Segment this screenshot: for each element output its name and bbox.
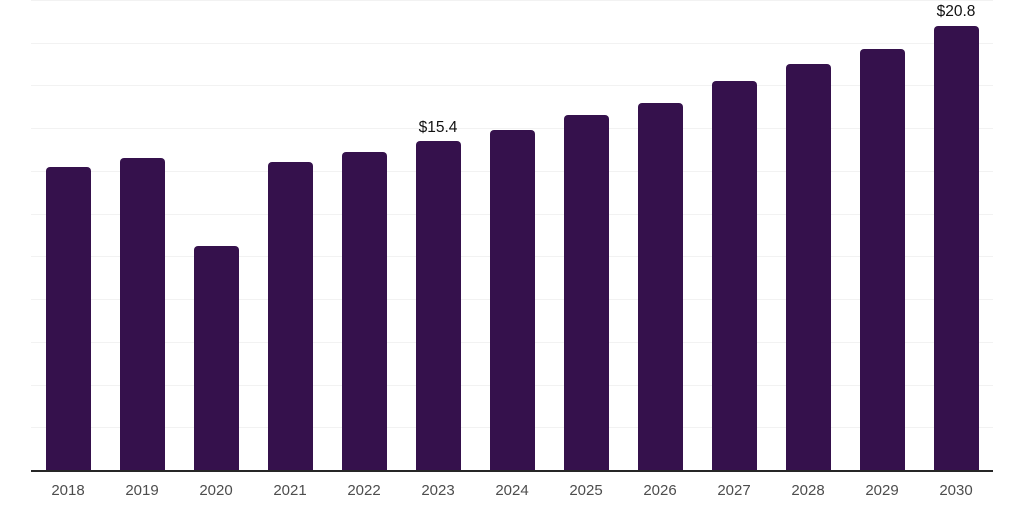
plot-area: $15.4 $20.8	[31, 0, 993, 472]
x-axis-label: 2022	[347, 482, 381, 499]
bar	[341, 151, 387, 470]
x-axis-label: 2018	[51, 482, 85, 499]
bar-value-label: $15.4	[418, 118, 458, 136]
x-axis-label: 2030	[939, 482, 973, 499]
bar-slot	[179, 0, 253, 470]
bar-slot	[105, 0, 179, 470]
x-axis-label: 2023	[421, 482, 455, 499]
bar-slot	[253, 0, 327, 470]
bar	[933, 25, 979, 470]
x-axis-label: 2019	[125, 482, 159, 499]
bar	[637, 102, 683, 470]
bar	[859, 49, 905, 470]
bar	[489, 130, 535, 470]
bar-slot: $15.4	[401, 0, 475, 470]
bar-slot	[549, 0, 623, 470]
bar-slot	[327, 0, 401, 470]
bar	[119, 158, 165, 470]
bar-slot	[623, 0, 697, 470]
bar-value-label: $20.8	[936, 3, 976, 21]
x-axis-label: 2020	[199, 482, 233, 499]
x-axis-label: 2026	[643, 482, 677, 499]
x-axis-label: 2021	[273, 482, 307, 499]
bar	[563, 115, 609, 470]
bar	[267, 162, 313, 470]
x-axis-label: 2025	[569, 482, 603, 499]
bar	[415, 141, 461, 470]
x-axis-label: 2028	[791, 482, 825, 499]
bar-slot	[771, 0, 845, 470]
x-axis-label: 2024	[495, 482, 529, 499]
bar	[45, 166, 91, 470]
bar-slot	[697, 0, 771, 470]
x-axis: 2018 2019 2020 2021 2022 2023 2024 2025 2026 2027…	[31, 472, 993, 499]
bar-slot	[31, 0, 105, 470]
bar	[785, 64, 831, 470]
x-axis-label: 2029	[865, 482, 899, 499]
bar-slot	[845, 0, 919, 470]
bar	[193, 245, 239, 470]
bar-slot: $20.8	[919, 0, 993, 470]
bar-slot	[475, 0, 549, 470]
bar	[711, 81, 757, 470]
x-axis-label: 2027	[717, 482, 751, 499]
